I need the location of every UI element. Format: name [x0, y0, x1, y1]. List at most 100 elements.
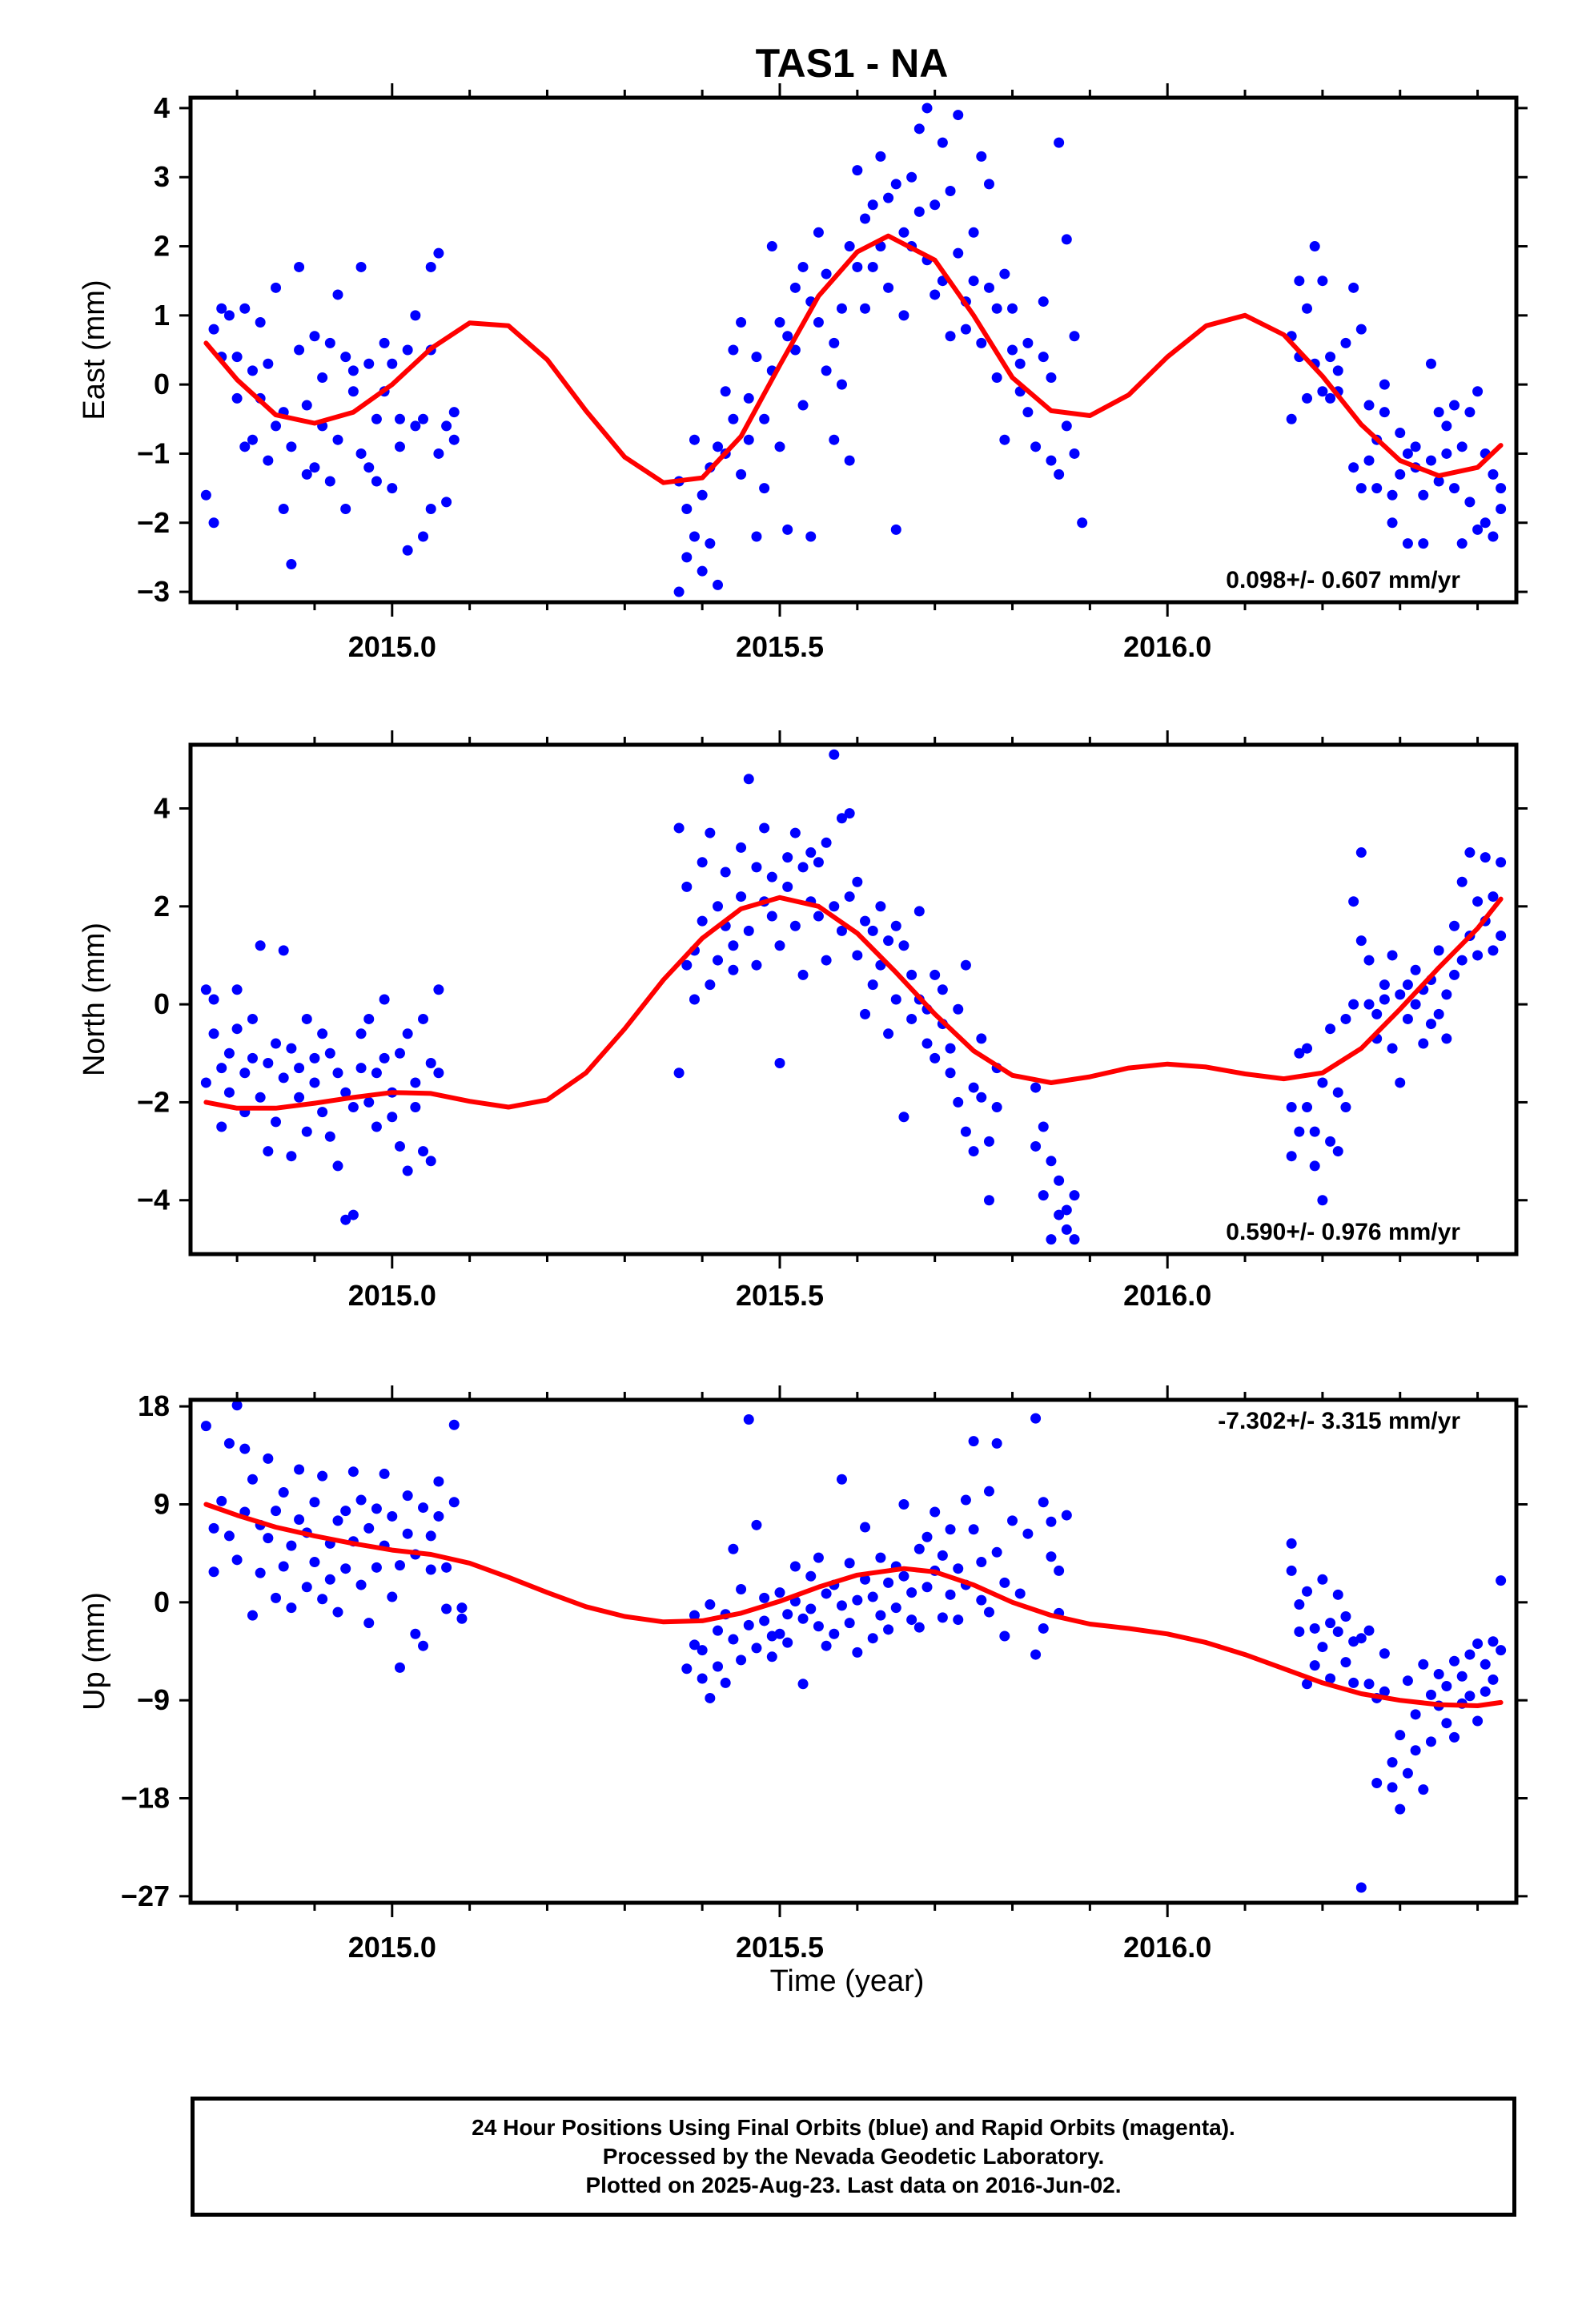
- data-point: [1449, 1731, 1460, 1743]
- data-point: [774, 1628, 785, 1639]
- data-point: [736, 842, 747, 853]
- data-point: [278, 1561, 289, 1572]
- data-point: [317, 1470, 328, 1482]
- data-point: [387, 1591, 398, 1602]
- y-tick-label: 0: [154, 987, 170, 1020]
- data-point: [697, 1645, 708, 1656]
- data-point: [867, 979, 878, 991]
- data-point: [1340, 1013, 1351, 1024]
- data-point: [930, 1052, 941, 1063]
- caption-line-3: Plotted on 2025-Aug-23. Last data on 201…: [585, 2173, 1122, 2197]
- data-point: [1355, 324, 1367, 335]
- data-point: [883, 1624, 894, 1635]
- data-point: [883, 1028, 894, 1039]
- data-point: [728, 940, 739, 951]
- data-point: [836, 813, 847, 824]
- data-point: [418, 531, 429, 542]
- data-point: [231, 984, 243, 995]
- data-point: [402, 1165, 413, 1176]
- y-tick-label: 3: [154, 160, 170, 193]
- data-point: [1348, 999, 1359, 1010]
- data-point: [394, 1140, 405, 1152]
- data-point: [1054, 468, 1065, 480]
- data-point: [836, 1474, 847, 1485]
- data-point: [410, 420, 421, 432]
- data-point: [906, 171, 917, 183]
- data-point: [1317, 1195, 1328, 1206]
- data-point: [363, 1096, 375, 1108]
- data-point: [1472, 896, 1484, 907]
- data-point: [387, 358, 398, 369]
- data-point: [301, 468, 312, 480]
- data-point: [418, 1640, 429, 1651]
- data-point: [363, 1013, 375, 1024]
- data-point: [689, 994, 700, 1005]
- data-point: [1007, 303, 1018, 314]
- data-point: [1348, 282, 1359, 293]
- data-point: [1441, 1680, 1452, 1691]
- data-point: [705, 1599, 716, 1610]
- data-point: [697, 489, 708, 501]
- data-point: [983, 1486, 994, 1497]
- data-point: [875, 1552, 886, 1563]
- y-tick-label: 4: [154, 91, 170, 124]
- data-point: [1302, 1586, 1313, 1597]
- data-point: [890, 524, 901, 535]
- data-point: [1286, 1538, 1297, 1549]
- data-point: [953, 1096, 964, 1108]
- data-point: [1007, 1515, 1018, 1526]
- data-point: [681, 959, 693, 971]
- data-point: [433, 1068, 444, 1079]
- data-point: [921, 1531, 933, 1542]
- data-point: [410, 1628, 421, 1639]
- y-tick-label: −4: [137, 1184, 170, 1216]
- data-point: [913, 1543, 925, 1554]
- data-point: [1488, 1636, 1499, 1647]
- data-point: [713, 901, 724, 912]
- data-point: [247, 434, 258, 445]
- data-point: [1309, 1660, 1320, 1671]
- data-point: [402, 1528, 413, 1539]
- data-point: [425, 1530, 436, 1542]
- data-point: [1014, 1588, 1026, 1599]
- data-point: [968, 227, 979, 238]
- data-point: [1054, 1175, 1065, 1186]
- data-point: [1488, 1674, 1499, 1685]
- data-point: [332, 1160, 343, 1172]
- data-point: [766, 871, 777, 883]
- data-point: [1348, 896, 1359, 907]
- data-point: [1379, 994, 1390, 1005]
- data-point: [216, 1121, 227, 1132]
- data-point: [1433, 1669, 1444, 1680]
- data-point: [1449, 920, 1460, 931]
- data-point: [681, 552, 693, 563]
- data-point: [1395, 428, 1406, 439]
- data-point: [751, 862, 762, 873]
- data-point: [433, 1476, 444, 1487]
- data-point: [1061, 234, 1072, 245]
- data-point: [309, 1077, 320, 1088]
- data-point: [1332, 1087, 1343, 1098]
- data-point: [410, 1102, 421, 1113]
- data-point: [906, 1013, 917, 1024]
- data-point: [999, 1630, 1010, 1642]
- data-point: [324, 337, 335, 348]
- data-point: [774, 316, 785, 328]
- data-point: [355, 448, 367, 459]
- data-point: [813, 911, 824, 922]
- data-point: [231, 352, 243, 363]
- data-point: [263, 1058, 274, 1068]
- data-point: [797, 969, 809, 980]
- fit-curve: [203, 233, 1504, 485]
- data-point: [363, 358, 375, 369]
- data-point: [976, 1092, 987, 1103]
- data-point: [1030, 441, 1042, 452]
- caption-line-2: Processed by the Nevada Geodetic Laborat…: [602, 2144, 1105, 2169]
- data-point: [1379, 407, 1390, 418]
- data-point: [705, 1692, 716, 1703]
- data-point: [728, 344, 739, 356]
- data-point: [410, 1077, 421, 1088]
- data-point: [379, 1052, 390, 1063]
- data-point: [968, 1524, 979, 1535]
